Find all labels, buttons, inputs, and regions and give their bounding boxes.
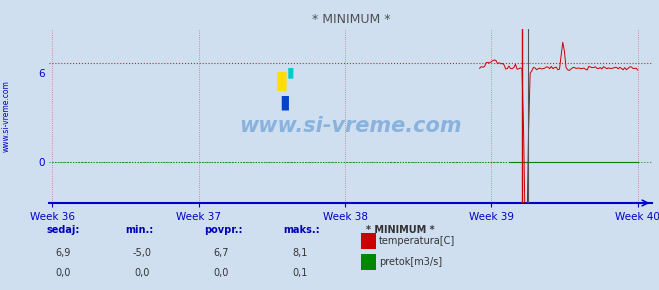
Text: 0,0: 0,0 — [134, 268, 150, 278]
Text: -5,0: -5,0 — [132, 248, 151, 258]
Text: 6,9: 6,9 — [55, 248, 71, 258]
Text: min.:: min.: — [125, 225, 154, 235]
Text: ▮: ▮ — [275, 69, 289, 93]
Text: temperatura[C]: temperatura[C] — [379, 236, 455, 246]
Text: pretok[m3/s]: pretok[m3/s] — [379, 257, 442, 267]
Title: * MINIMUM *: * MINIMUM * — [312, 13, 390, 26]
Text: maks.:: maks.: — [283, 225, 320, 235]
Text: ▮: ▮ — [287, 66, 295, 79]
Text: 6,7: 6,7 — [213, 248, 229, 258]
Text: sedaj:: sedaj: — [46, 225, 80, 235]
Text: povpr.:: povpr.: — [204, 225, 243, 235]
Text: www.si-vreme.com: www.si-vreme.com — [2, 80, 11, 152]
Text: 0,0: 0,0 — [55, 268, 71, 278]
Text: * MINIMUM *: * MINIMUM * — [366, 225, 434, 235]
Text: ▮: ▮ — [279, 93, 290, 112]
Text: 0,0: 0,0 — [213, 268, 229, 278]
Text: www.si-vreme.com: www.si-vreme.com — [240, 117, 462, 136]
Text: 0,1: 0,1 — [292, 268, 308, 278]
Text: 8,1: 8,1 — [292, 248, 308, 258]
